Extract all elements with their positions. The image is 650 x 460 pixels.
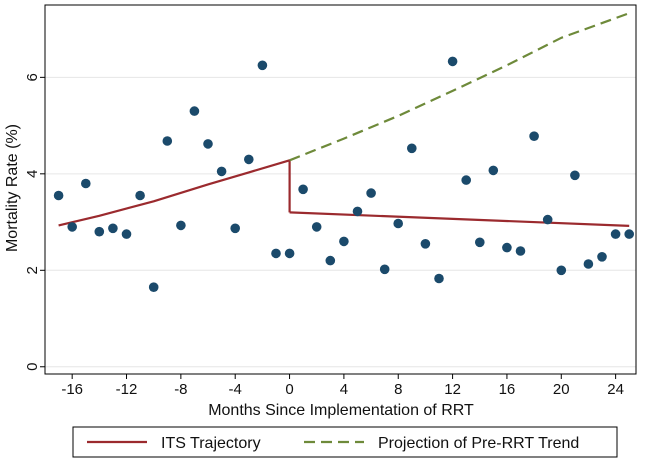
data-point <box>407 143 417 154</box>
x-tick-label: 8 <box>394 381 402 398</box>
data-point <box>515 246 526 256</box>
x-tick-label: -16 <box>61 381 83 398</box>
x-tick-label: -12 <box>116 381 138 398</box>
legend: ITS Trajectory Projection of Pre-RRT Tre… <box>72 426 618 458</box>
data-point <box>556 265 567 276</box>
data-point <box>339 236 349 247</box>
data-point <box>108 223 118 234</box>
series-line-its-trajectory <box>58 159 290 227</box>
legend-label-projection: Projection of Pre-RRT Trend <box>378 435 579 452</box>
series-line-its-trajectory <box>289 211 630 227</box>
data-point <box>379 264 390 275</box>
x-tick-label: 24 <box>607 381 624 398</box>
data-point <box>420 239 431 249</box>
data-point <box>570 170 580 181</box>
legend-label-its-trajectory: ITS Trajectory <box>161 435 261 452</box>
data-point <box>434 273 444 284</box>
grid-layer <box>45 76 636 368</box>
data-point <box>325 255 336 266</box>
data-point <box>352 206 363 217</box>
x-tick-label: 0 <box>285 381 293 398</box>
data-point <box>366 188 376 198</box>
series-line-projection <box>289 12 630 162</box>
data-point <box>162 136 173 146</box>
data-point <box>244 154 254 165</box>
data-point <box>529 131 539 141</box>
data-point <box>461 175 472 185</box>
data-point <box>298 184 308 195</box>
x-tick-label: 4 <box>340 381 348 398</box>
x-axis-title: Months Since Implementation of RRT <box>208 402 474 419</box>
points-layer <box>53 56 634 293</box>
data-point <box>257 60 268 71</box>
data-point <box>488 165 499 176</box>
data-point <box>311 222 322 232</box>
data-point <box>502 242 512 253</box>
data-point <box>393 218 404 229</box>
data-point <box>271 248 281 259</box>
data-point <box>94 226 105 237</box>
data-point <box>148 282 159 293</box>
data-point <box>121 229 132 239</box>
data-point <box>475 237 485 248</box>
data-point <box>597 251 607 262</box>
y-axis-title: Mortality Rate (%) <box>4 124 21 252</box>
y-tick-label: 4 <box>24 170 41 178</box>
data-point <box>230 223 240 234</box>
x-tick-label: 16 <box>499 381 516 398</box>
data-point <box>176 220 186 231</box>
data-point <box>189 106 200 116</box>
y-tick-label: 0 <box>24 363 41 371</box>
data-point <box>583 259 594 269</box>
plot-area-frame <box>44 4 637 375</box>
data-point <box>610 229 621 239</box>
y-tick-label: 2 <box>24 266 41 274</box>
data-point <box>447 56 458 67</box>
data-point <box>216 166 227 177</box>
x-tick-label: 12 <box>444 381 461 398</box>
x-tick-label: 20 <box>553 381 570 398</box>
data-point <box>135 190 145 201</box>
x-tick-label: -8 <box>174 381 187 398</box>
data-point <box>53 190 64 201</box>
data-point <box>67 222 77 232</box>
x-axis: -16 -12 -8 -4 0 4 8 12 16 20 24 <box>61 374 624 398</box>
y-axis: 0 2 4 6 <box>24 73 45 371</box>
data-point <box>624 229 634 239</box>
x-tick-label: -4 <box>229 381 242 398</box>
y-tick-label: 6 <box>24 73 41 81</box>
data-point <box>542 214 553 225</box>
data-point <box>284 248 295 259</box>
data-point <box>81 178 91 189</box>
series-layer <box>58 12 630 227</box>
data-point <box>203 139 213 149</box>
